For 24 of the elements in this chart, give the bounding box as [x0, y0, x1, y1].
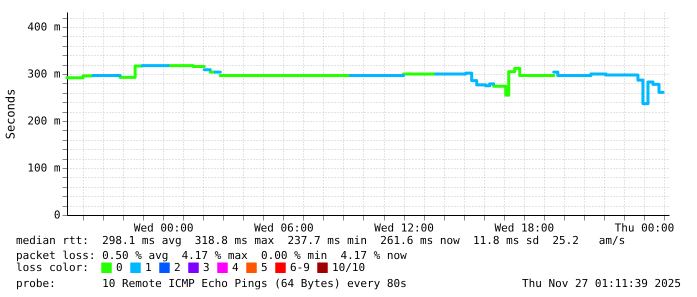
legend-title: loss color: — [16, 261, 89, 274]
y-tick-label: 200 m — [27, 114, 61, 128]
x-tick-label: Wed 06:00 — [254, 222, 314, 234]
text: packet loss: 0.50 % avg 4.17 % max 0.00 % min 4.17 % now — [16, 249, 407, 262]
x-tick-label: Wed 18:00 — [494, 222, 554, 234]
y-tick-label: 300 m — [27, 68, 61, 81]
x-tick-label: Wed 12:00 — [374, 222, 434, 234]
y-tick-label: 400 m — [27, 20, 61, 34]
legend-label: 5 — [261, 260, 268, 274]
text: probe: 10 Remote ICMP Echo Pings (64 Bytes) every 80s — [16, 277, 407, 290]
legend-label: 6-9 — [290, 260, 310, 274]
text: median rtt: 298.1 ms avg 318.8 ms max 237.7 ms min 261.6 ms now 11.8 ms sd 25.2 am/s — [16, 234, 626, 247]
y-tick-label: 100 m — [27, 162, 61, 175]
legend-label: 4 — [232, 260, 239, 274]
legend-label: 1 — [145, 260, 152, 274]
legend-label: 2 — [174, 260, 181, 274]
x-tick-label: Wed 00:00 — [134, 222, 194, 234]
legend-label: 0 — [116, 260, 123, 274]
y-tick-label: 0 — [54, 208, 60, 222]
legend-label: 3 — [203, 260, 210, 274]
text: Thu Nov 27 01:11:39 2025 — [522, 277, 681, 290]
y-axis-title: Seconds — [3, 88, 18, 140]
legend-label: 10/10 — [332, 260, 366, 274]
x-tick-label: Thu 00:00 — [614, 222, 674, 234]
